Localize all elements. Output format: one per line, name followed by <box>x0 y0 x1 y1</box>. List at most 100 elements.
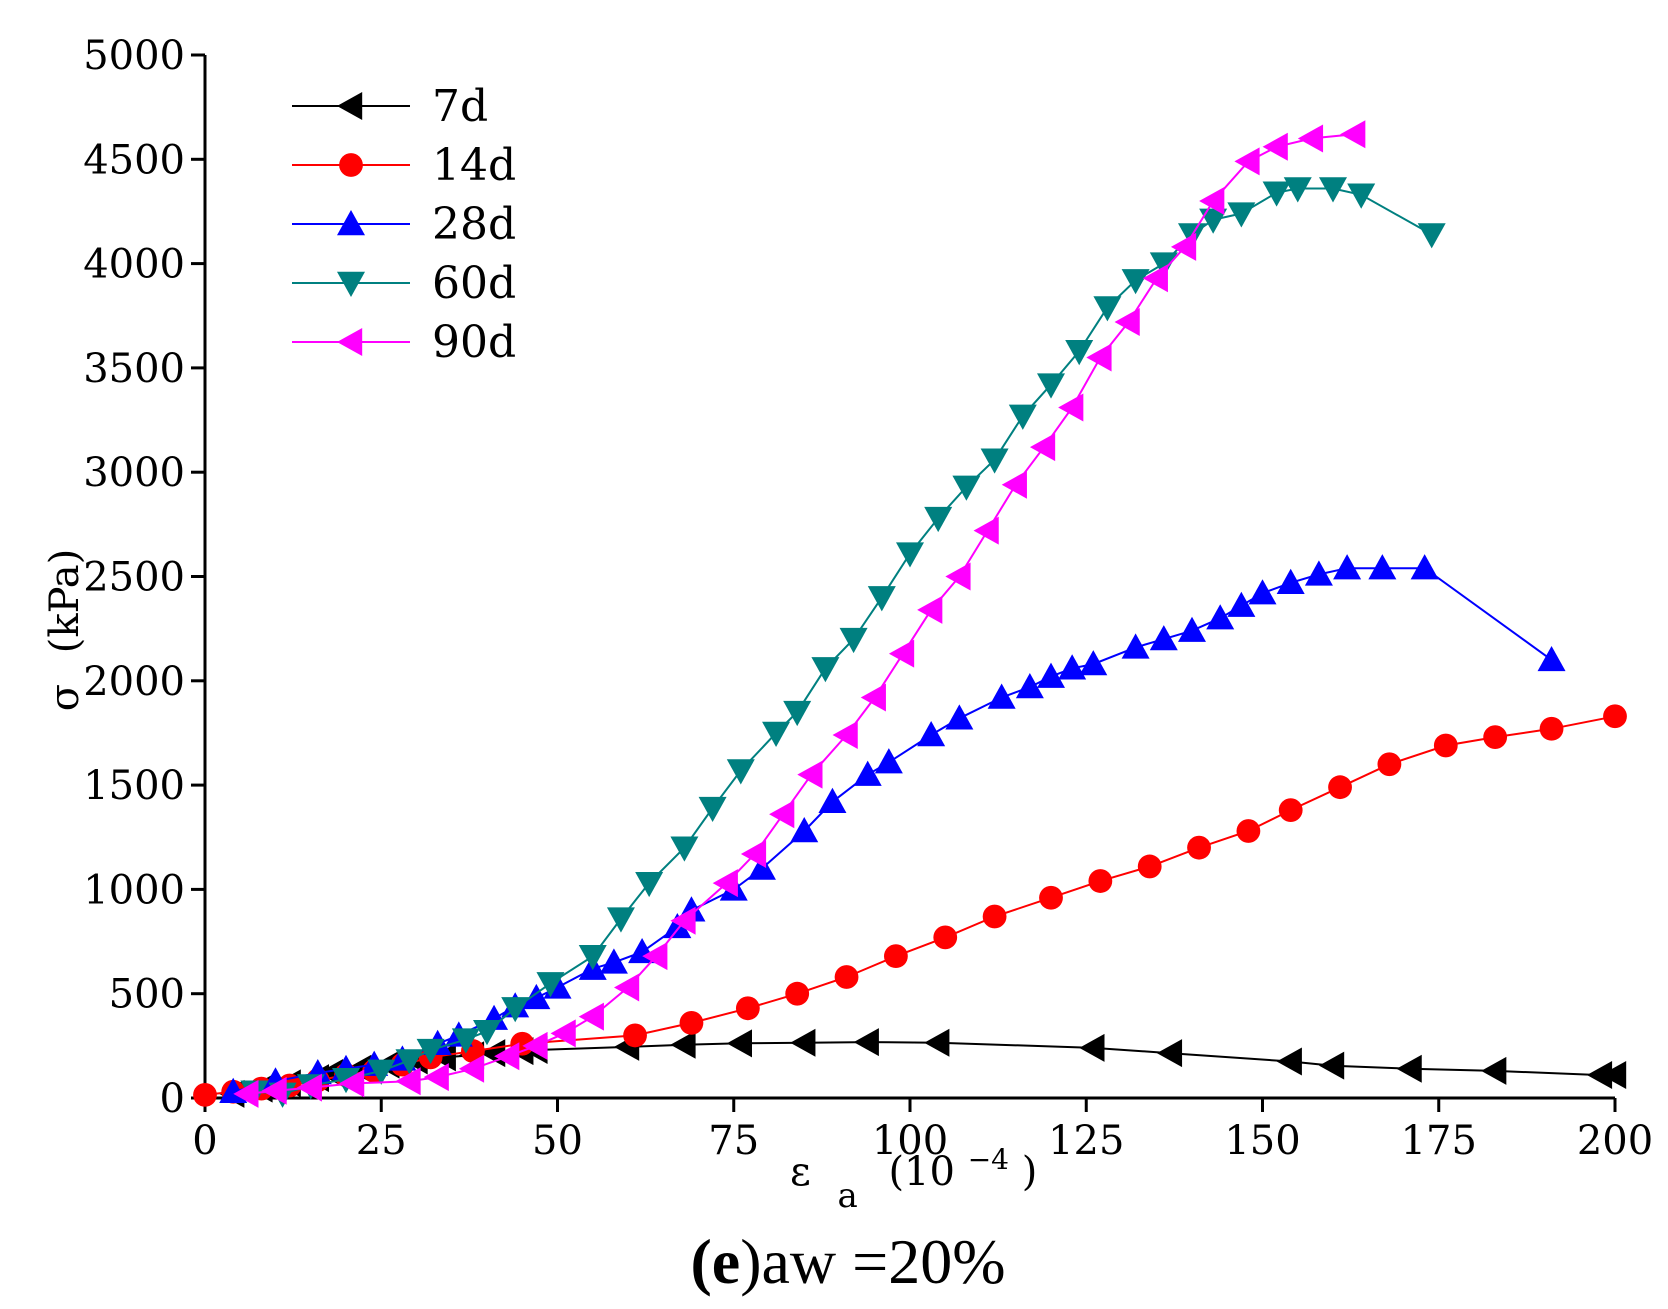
data-point <box>945 704 974 730</box>
data-point <box>884 944 908 969</box>
data-point <box>1601 1061 1627 1090</box>
series-14d <box>193 704 1627 1107</box>
data-point <box>642 942 668 971</box>
data-point <box>296 1073 322 1102</box>
data-point <box>917 595 943 624</box>
data-point <box>874 748 903 774</box>
series-line <box>204 715 1616 1096</box>
data-point <box>1029 433 1056 462</box>
data-point <box>1149 625 1178 651</box>
x-tick-label: 125 <box>1048 1118 1124 1164</box>
series-layer <box>193 120 1627 1108</box>
data-point <box>670 1030 696 1059</box>
data-point <box>1410 554 1439 580</box>
data-point <box>1008 404 1037 430</box>
data-point <box>395 1067 421 1096</box>
data-point <box>1227 591 1256 617</box>
data-point <box>1319 177 1347 203</box>
data-point <box>1236 819 1261 843</box>
data-point <box>747 854 776 880</box>
data-point <box>832 721 858 750</box>
data-point <box>1088 869 1113 893</box>
data-point <box>834 965 859 989</box>
data-point <box>769 800 795 829</box>
data-point <box>679 1011 704 1035</box>
data-point <box>712 869 738 898</box>
data-point <box>395 1049 424 1075</box>
data-point <box>522 1031 548 1060</box>
legend-item-14d: 14d <box>292 140 516 191</box>
data-point <box>917 721 946 747</box>
y-tick-label: 3500 <box>83 346 185 392</box>
data-point <box>1156 1039 1183 1068</box>
legend-marker <box>337 271 365 297</box>
data-point <box>606 907 635 933</box>
data-point <box>790 816 819 843</box>
data-point <box>945 562 971 591</box>
data-point <box>1227 202 1256 228</box>
data-point <box>790 1028 816 1057</box>
data-point <box>670 836 699 862</box>
data-point <box>1319 1051 1345 1080</box>
data-point <box>980 448 1009 474</box>
data-point <box>1368 554 1397 580</box>
data-point <box>735 996 760 1021</box>
data-point <box>1149 252 1178 278</box>
data-point <box>623 1023 647 1048</box>
data-point <box>233 1079 259 1108</box>
y-axis-symbol: σ <box>42 684 88 711</box>
data-point <box>973 516 999 545</box>
x-tick-label: 50 <box>532 1118 583 1164</box>
x-axis-label: ε a (10 −4 ) <box>790 1133 1037 1217</box>
legend-item-28d: 28d <box>292 199 516 250</box>
data-point <box>726 759 755 785</box>
legend-marker <box>337 92 363 120</box>
x-axis-symbol: ε <box>790 1149 811 1195</box>
data-point <box>1417 223 1446 249</box>
data-point <box>416 1038 445 1065</box>
data-point <box>1065 340 1094 366</box>
data-point <box>818 787 847 813</box>
legend-label: 28d <box>432 199 516 250</box>
data-point <box>1037 662 1065 688</box>
data-point <box>1347 183 1376 209</box>
data-point <box>663 912 692 939</box>
data-point <box>1199 208 1228 234</box>
legend-label: 60d <box>432 258 516 309</box>
data-point <box>1079 650 1108 676</box>
data-point <box>1086 343 1112 372</box>
data-point <box>501 997 530 1023</box>
data-point <box>670 906 696 935</box>
data-point <box>1328 775 1352 800</box>
legend-label: 14d <box>432 140 516 191</box>
y-tick-label: 0 <box>160 1076 185 1122</box>
chart-caption: (e)aw =20% <box>690 1226 1005 1297</box>
legend: 7d 14d 28d 60d 90d <box>292 81 516 368</box>
data-point <box>1377 752 1402 777</box>
data-point <box>987 683 1016 709</box>
x-axis-sub: a <box>837 1176 857 1216</box>
y-tick-label: 4500 <box>83 137 185 183</box>
data-point <box>853 760 882 786</box>
y-axis-label: σ (kPa) <box>42 549 88 711</box>
data-point <box>614 973 640 1002</box>
data-point <box>783 700 812 727</box>
data-point <box>1039 885 1063 910</box>
y-tick-label: 5000 <box>83 33 185 79</box>
data-point <box>1297 124 1324 153</box>
legend-label: 7d <box>432 81 488 132</box>
data-point <box>1234 147 1260 176</box>
data-point <box>1121 633 1150 659</box>
data-point <box>1170 232 1197 261</box>
x-tick-label: 100 <box>872 1118 948 1164</box>
data-point <box>839 627 868 654</box>
data-point <box>924 1028 950 1057</box>
data-point <box>1433 733 1458 758</box>
data-point <box>1276 1047 1302 1076</box>
data-point <box>1037 373 1065 399</box>
data-point <box>853 1028 879 1057</box>
legend-marker <box>337 328 363 356</box>
data-point <box>1121 269 1150 295</box>
data-point <box>1283 177 1312 203</box>
